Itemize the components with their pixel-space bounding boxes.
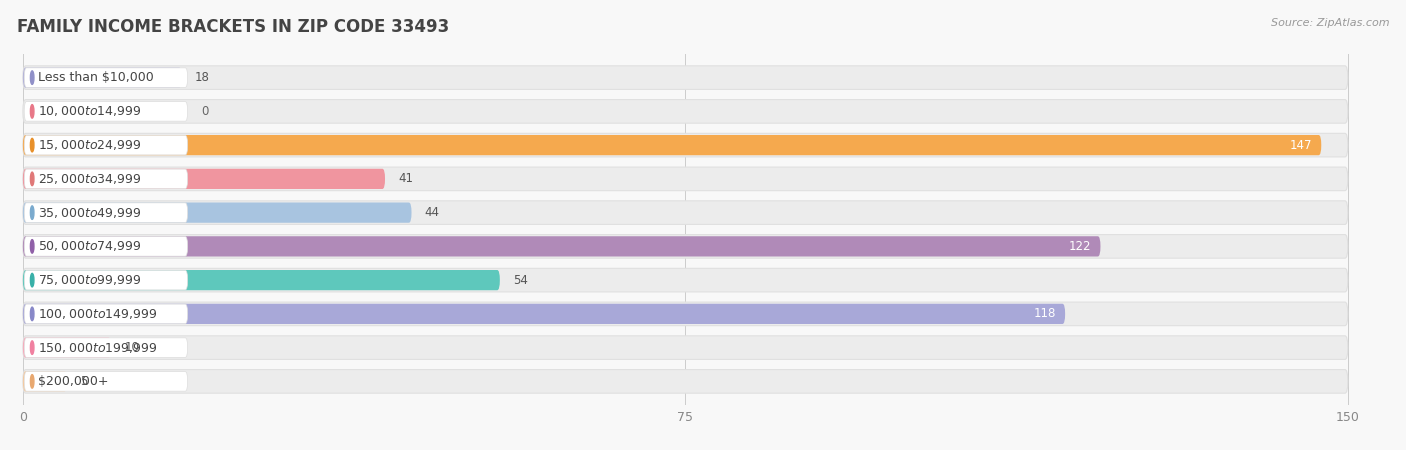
Text: 10: 10 bbox=[125, 341, 139, 354]
FancyBboxPatch shape bbox=[22, 167, 1348, 191]
FancyBboxPatch shape bbox=[22, 302, 1348, 326]
Circle shape bbox=[31, 71, 34, 84]
Circle shape bbox=[31, 206, 34, 219]
FancyBboxPatch shape bbox=[22, 234, 1348, 258]
Circle shape bbox=[31, 307, 34, 320]
Text: Source: ZipAtlas.com: Source: ZipAtlas.com bbox=[1271, 18, 1389, 28]
FancyBboxPatch shape bbox=[22, 201, 1348, 225]
Text: $150,000 to $199,999: $150,000 to $199,999 bbox=[38, 341, 157, 355]
FancyBboxPatch shape bbox=[24, 338, 187, 357]
FancyBboxPatch shape bbox=[22, 135, 1322, 155]
Text: $15,000 to $24,999: $15,000 to $24,999 bbox=[38, 138, 142, 152]
FancyBboxPatch shape bbox=[24, 68, 187, 87]
FancyBboxPatch shape bbox=[22, 270, 501, 290]
Text: $35,000 to $49,999: $35,000 to $49,999 bbox=[38, 206, 142, 220]
Circle shape bbox=[31, 172, 34, 185]
Circle shape bbox=[31, 273, 34, 287]
FancyBboxPatch shape bbox=[22, 202, 412, 223]
FancyBboxPatch shape bbox=[22, 68, 181, 88]
FancyBboxPatch shape bbox=[22, 338, 111, 358]
FancyBboxPatch shape bbox=[22, 133, 1348, 157]
Text: 118: 118 bbox=[1033, 307, 1056, 320]
Text: 5: 5 bbox=[80, 375, 87, 388]
FancyBboxPatch shape bbox=[22, 371, 67, 392]
Text: 54: 54 bbox=[513, 274, 529, 287]
Text: $200,000+: $200,000+ bbox=[38, 375, 108, 388]
FancyBboxPatch shape bbox=[22, 66, 1348, 90]
FancyBboxPatch shape bbox=[22, 304, 1066, 324]
Circle shape bbox=[31, 138, 34, 152]
Text: 0: 0 bbox=[201, 105, 208, 118]
FancyBboxPatch shape bbox=[24, 102, 187, 121]
Text: $100,000 to $149,999: $100,000 to $149,999 bbox=[38, 307, 157, 321]
FancyBboxPatch shape bbox=[24, 169, 187, 189]
FancyBboxPatch shape bbox=[22, 336, 1348, 360]
FancyBboxPatch shape bbox=[24, 237, 187, 256]
Text: $75,000 to $99,999: $75,000 to $99,999 bbox=[38, 273, 142, 287]
FancyBboxPatch shape bbox=[22, 169, 385, 189]
Text: 44: 44 bbox=[425, 206, 440, 219]
Text: 41: 41 bbox=[398, 172, 413, 185]
FancyBboxPatch shape bbox=[22, 369, 1348, 393]
Circle shape bbox=[31, 374, 34, 388]
Text: 18: 18 bbox=[195, 71, 209, 84]
Circle shape bbox=[31, 341, 34, 355]
FancyBboxPatch shape bbox=[24, 270, 187, 290]
FancyBboxPatch shape bbox=[24, 203, 187, 222]
FancyBboxPatch shape bbox=[24, 135, 187, 155]
Circle shape bbox=[31, 104, 34, 118]
Text: $25,000 to $34,999: $25,000 to $34,999 bbox=[38, 172, 142, 186]
Circle shape bbox=[31, 239, 34, 253]
Text: FAMILY INCOME BRACKETS IN ZIP CODE 33493: FAMILY INCOME BRACKETS IN ZIP CODE 33493 bbox=[17, 18, 449, 36]
FancyBboxPatch shape bbox=[22, 268, 1348, 292]
Text: 122: 122 bbox=[1069, 240, 1091, 253]
Text: $10,000 to $14,999: $10,000 to $14,999 bbox=[38, 104, 142, 118]
Text: 147: 147 bbox=[1289, 139, 1312, 152]
FancyBboxPatch shape bbox=[22, 236, 1101, 256]
Text: Less than $10,000: Less than $10,000 bbox=[38, 71, 155, 84]
Text: $50,000 to $74,999: $50,000 to $74,999 bbox=[38, 239, 142, 253]
FancyBboxPatch shape bbox=[22, 99, 1348, 123]
FancyBboxPatch shape bbox=[24, 304, 187, 324]
FancyBboxPatch shape bbox=[24, 372, 187, 391]
